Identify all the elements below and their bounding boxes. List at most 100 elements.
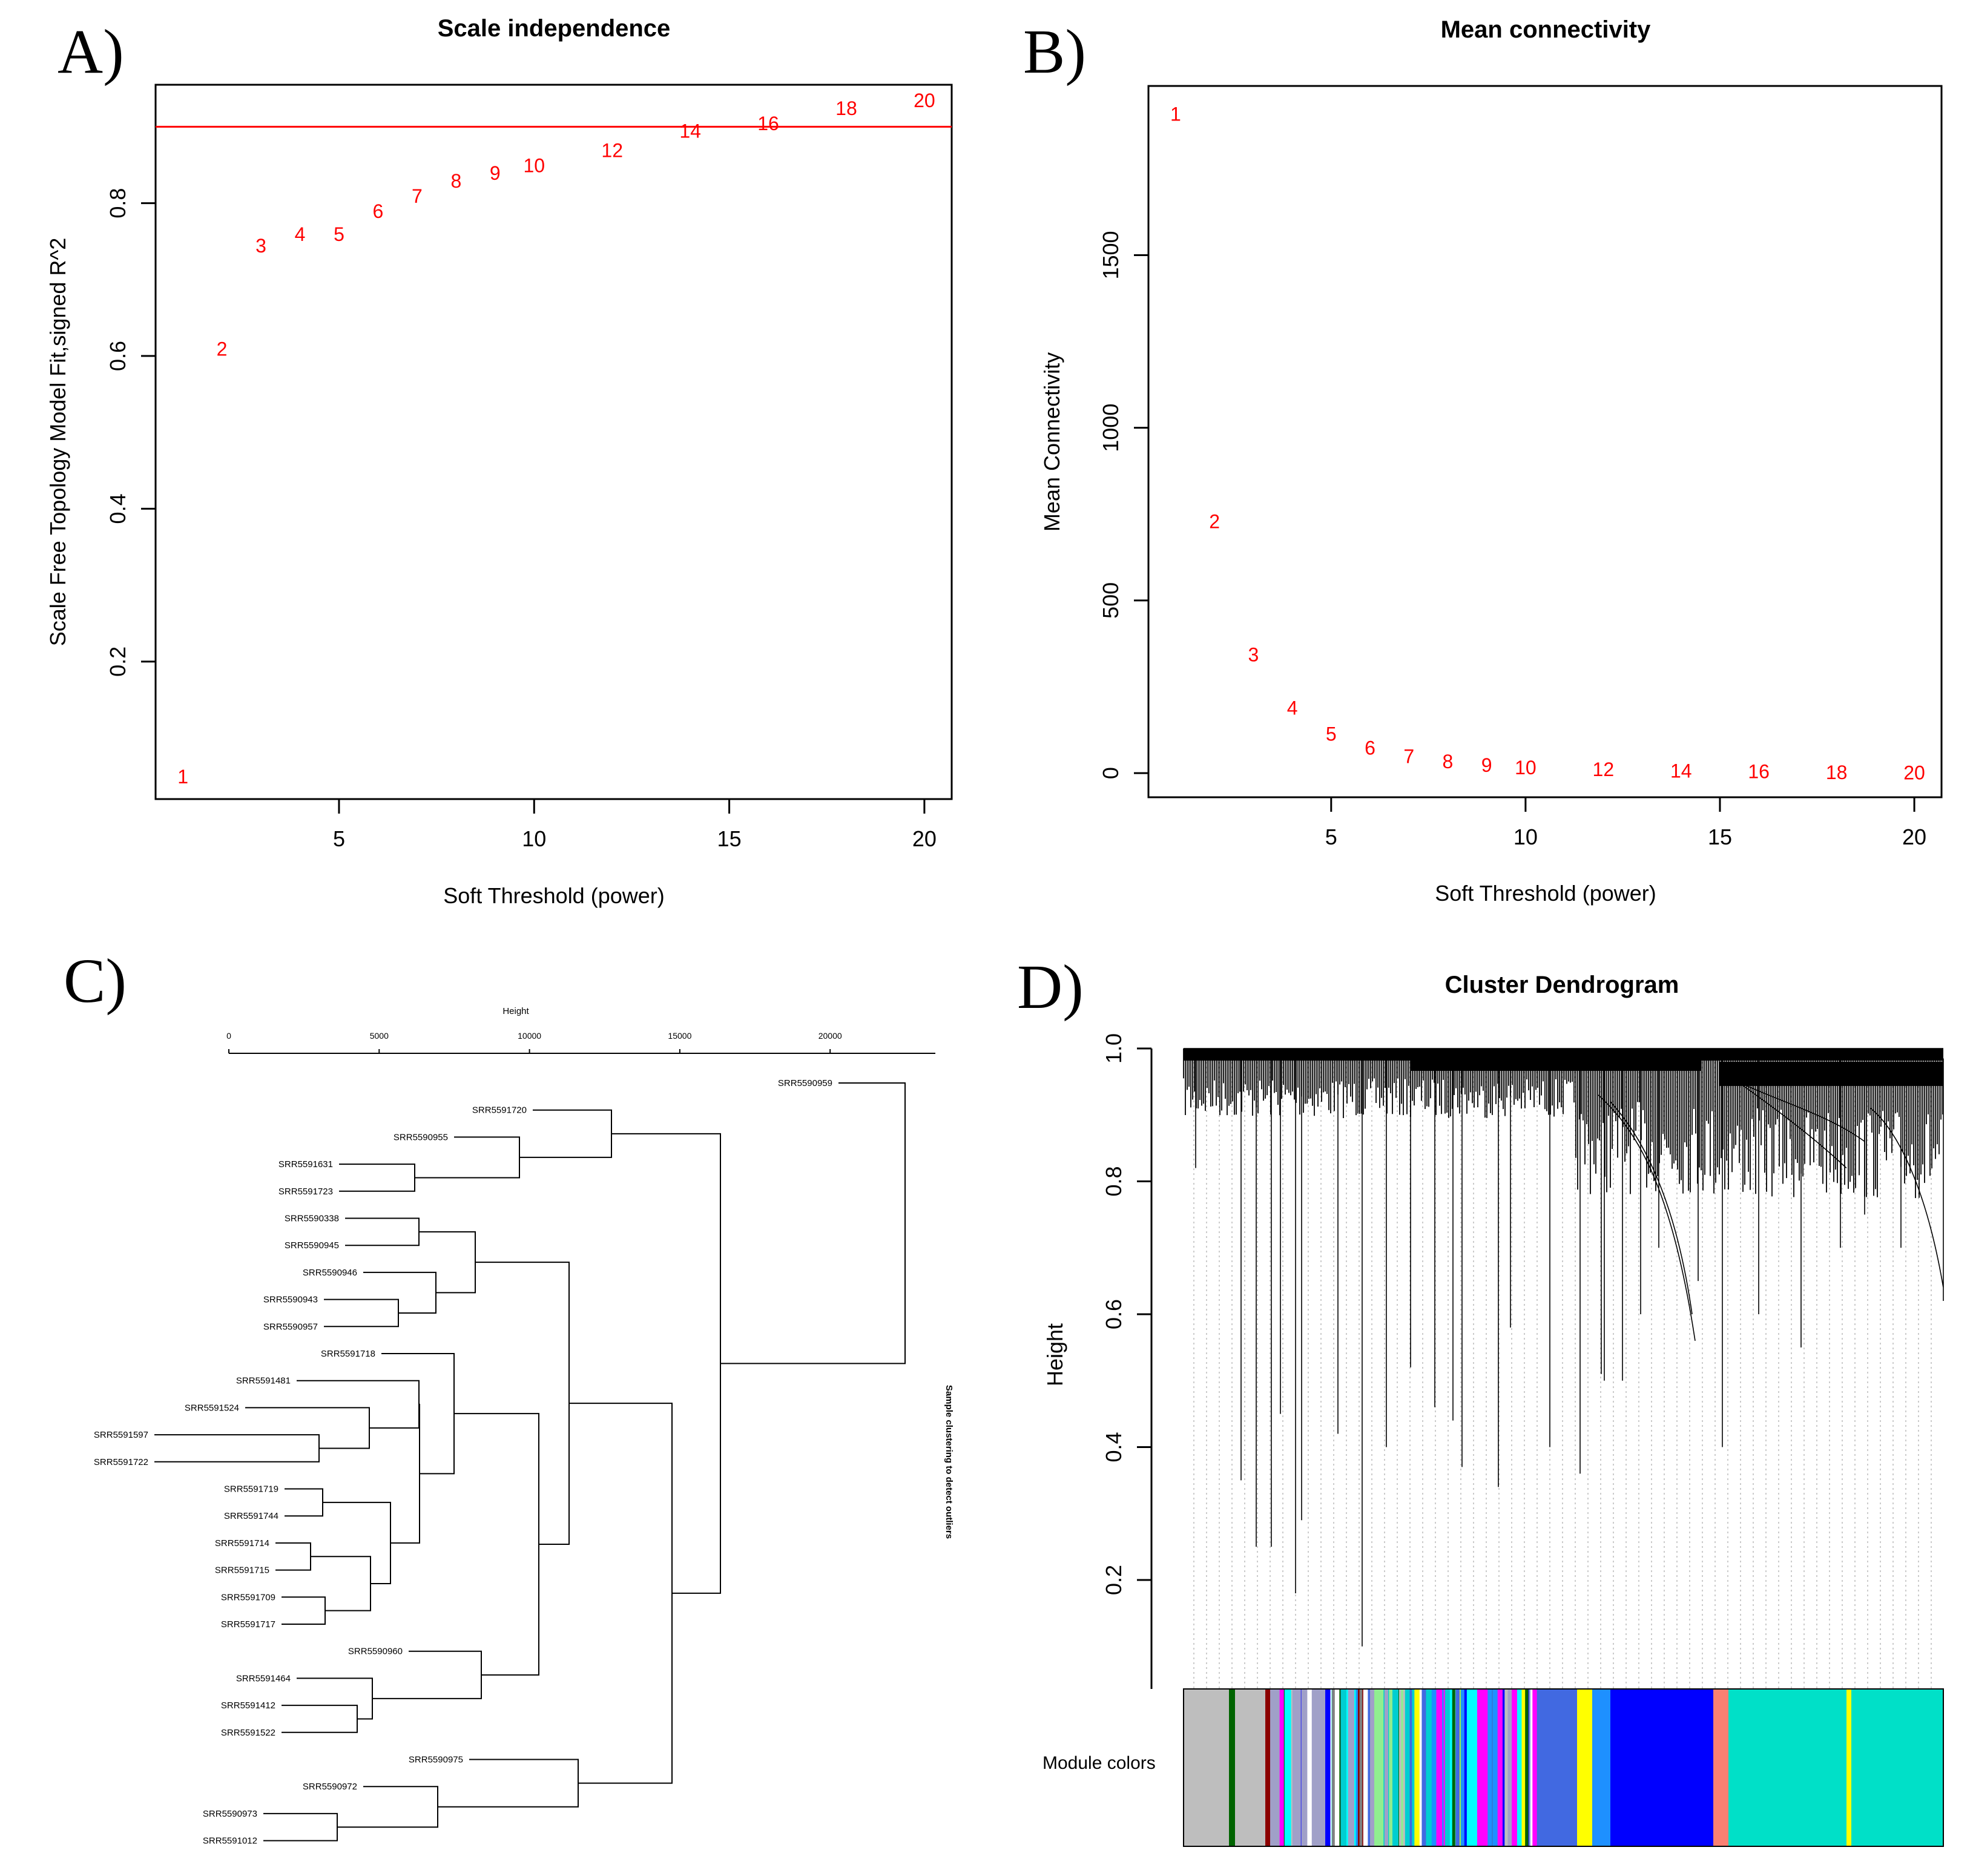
leaf-label: SRR5590943 [263, 1295, 318, 1305]
module-color-stripe [1339, 1689, 1341, 1846]
data-point-label: 20 [914, 90, 935, 111]
axis-tick-label: 10000 [518, 1031, 541, 1041]
module-color-stripe [1414, 1689, 1420, 1846]
module-color-stripe [1332, 1689, 1336, 1846]
module-color-stripe [1492, 1689, 1498, 1846]
leaf-label: SRR5590959 [778, 1078, 832, 1088]
leaf-label: SRR5591524 [185, 1403, 239, 1413]
panel-d: D) Cluster Dendrogram 0.2 0.4 0.6 0.8 1.0 He… [1017, 952, 1944, 1847]
module-color-stripe [1401, 1689, 1403, 1846]
axis-tick-label: 0 [226, 1031, 231, 1041]
module-color-stripe [1306, 1689, 1312, 1846]
data-point-label: 14 [679, 120, 701, 142]
module-color-segment [1229, 1689, 1235, 1846]
data-point-label: 9 [490, 162, 501, 184]
x-tick-label: 20 [912, 826, 937, 851]
x-tick-label: 15 [717, 826, 742, 851]
chart-d-title: Cluster Dendrogram [1445, 972, 1679, 998]
module-color-stripe [1359, 1689, 1363, 1846]
leaf-label: SRR5591522 [221, 1728, 275, 1738]
module-color-stripe [1502, 1689, 1505, 1846]
leaf-label: SRR5590338 [285, 1214, 339, 1224]
leaf-label: SRR5591631 [278, 1159, 333, 1170]
y-tick-label: 500 [1098, 582, 1123, 619]
chart-a-x-label: Soft Threshold (power) [443, 883, 665, 908]
data-point-label: 16 [1748, 761, 1770, 783]
chart-a-x-axis: 5 10 15 20 [333, 799, 937, 851]
data-point-label: 9 [1481, 754, 1492, 776]
leaf-label: SRR5591720 [472, 1105, 527, 1116]
chart-c-axis-label: Height [502, 1006, 529, 1016]
panel-b: B) Mean connectivity 5 10 15 20 05001000150… [1023, 16, 1943, 906]
leaf-label: SRR5591464 [236, 1673, 291, 1683]
leaf-label: SRR5590955 [394, 1132, 448, 1142]
data-point-label: 1 [1170, 104, 1181, 125]
y-tick-label: 0.8 [1101, 1166, 1126, 1196]
chart-a-title: Scale independence [438, 15, 671, 42]
leaf-label: SRR5590972 [303, 1782, 357, 1792]
module-color-stripe [1455, 1689, 1460, 1846]
leaf-label: SRR5591717 [221, 1619, 275, 1630]
data-point-label: 12 [1593, 759, 1615, 780]
x-tick-label: 10 [1514, 824, 1538, 849]
data-point-label: 2 [1209, 511, 1220, 533]
data-point-label: 4 [1287, 697, 1298, 719]
panel-a: A) Scale independence 5 10 15 20 0.20.40.60… [45, 15, 953, 908]
chart-c-title: Sample clustering to detect outliers [944, 1385, 954, 1539]
data-point-label: 6 [1365, 737, 1375, 759]
module-color-stripe [1452, 1689, 1455, 1846]
leaf-label: SRR5590960 [348, 1647, 403, 1657]
x-tick-label: 5 [333, 826, 345, 851]
module-color-stripe [1487, 1689, 1492, 1846]
axis-tick-label: 5000 [370, 1031, 389, 1041]
canopy-lines [1183, 1048, 1943, 1199]
x-tick-label: 20 [1902, 824, 1926, 849]
panel-letter-c: C) [64, 946, 127, 1016]
data-point-label: 7 [1403, 746, 1414, 768]
data-point-label: 3 [255, 235, 266, 257]
chart-b-title: Mean connectivity [1441, 16, 1652, 43]
module-color-stripe [1507, 1689, 1512, 1846]
leaf-label: SRR5591744 [224, 1511, 278, 1521]
module-color-segment [1465, 1689, 1477, 1846]
chart-b-x-axis: 5 10 15 20 [1325, 797, 1926, 849]
leaf-label: SRR5591481 [236, 1376, 291, 1386]
module-color-frame [1183, 1688, 1944, 1847]
module-color-stripe [1284, 1689, 1291, 1846]
x-tick-label: 5 [1325, 824, 1337, 849]
module-color-segment [1592, 1689, 1610, 1846]
data-point-label: 4 [295, 223, 306, 245]
panel-c: C) Height 0 5000 10000 15000 20000 SRR559095… [64, 946, 954, 1846]
module-color-stripe [1519, 1689, 1526, 1846]
chart-d-y-label: Height [1042, 1323, 1067, 1386]
panel-letter-b: B) [1023, 17, 1086, 87]
data-point-label: 1 [177, 766, 188, 788]
chart-c-branches [154, 1082, 906, 1841]
module-color-segment [1577, 1689, 1592, 1846]
chart-d-y-axis: 0.2 0.4 0.6 0.8 1.0 [1101, 1033, 1151, 1595]
data-point-label: 5 [1326, 723, 1337, 745]
y-tick-label: 0 [1098, 767, 1123, 779]
y-tick-label: 0.8 [105, 188, 130, 219]
module-color-stripe [1463, 1689, 1467, 1846]
leaf-label: SRR5591719 [224, 1484, 278, 1495]
leaf-label: SRR5591412 [221, 1700, 275, 1711]
module-color-stripe [1503, 1689, 1510, 1846]
y-tick-label: 1.0 [1101, 1033, 1126, 1064]
module-color-stripe [1279, 1689, 1284, 1846]
panel-letter-d: D) [1017, 952, 1084, 1022]
module-color-segment [1184, 1689, 1229, 1846]
data-point-label: 5 [334, 223, 344, 245]
module-color-stripe [1436, 1689, 1443, 1846]
module-color-stripe [1384, 1689, 1389, 1846]
y-tick-label: 1500 [1098, 231, 1123, 279]
module-color-stripe [1329, 1689, 1332, 1846]
data-point-label: 8 [1443, 751, 1454, 772]
axis-tick-label: 20000 [819, 1031, 842, 1041]
chart-a-y-label: Scale Free Topology Model Fit,signed R^2 [45, 238, 70, 647]
chart-b-y-axis: 0 500 1000 1500 [1098, 231, 1148, 779]
module-color-stripe [1325, 1689, 1331, 1846]
leaf-label: SRR5591012 [203, 1836, 257, 1846]
